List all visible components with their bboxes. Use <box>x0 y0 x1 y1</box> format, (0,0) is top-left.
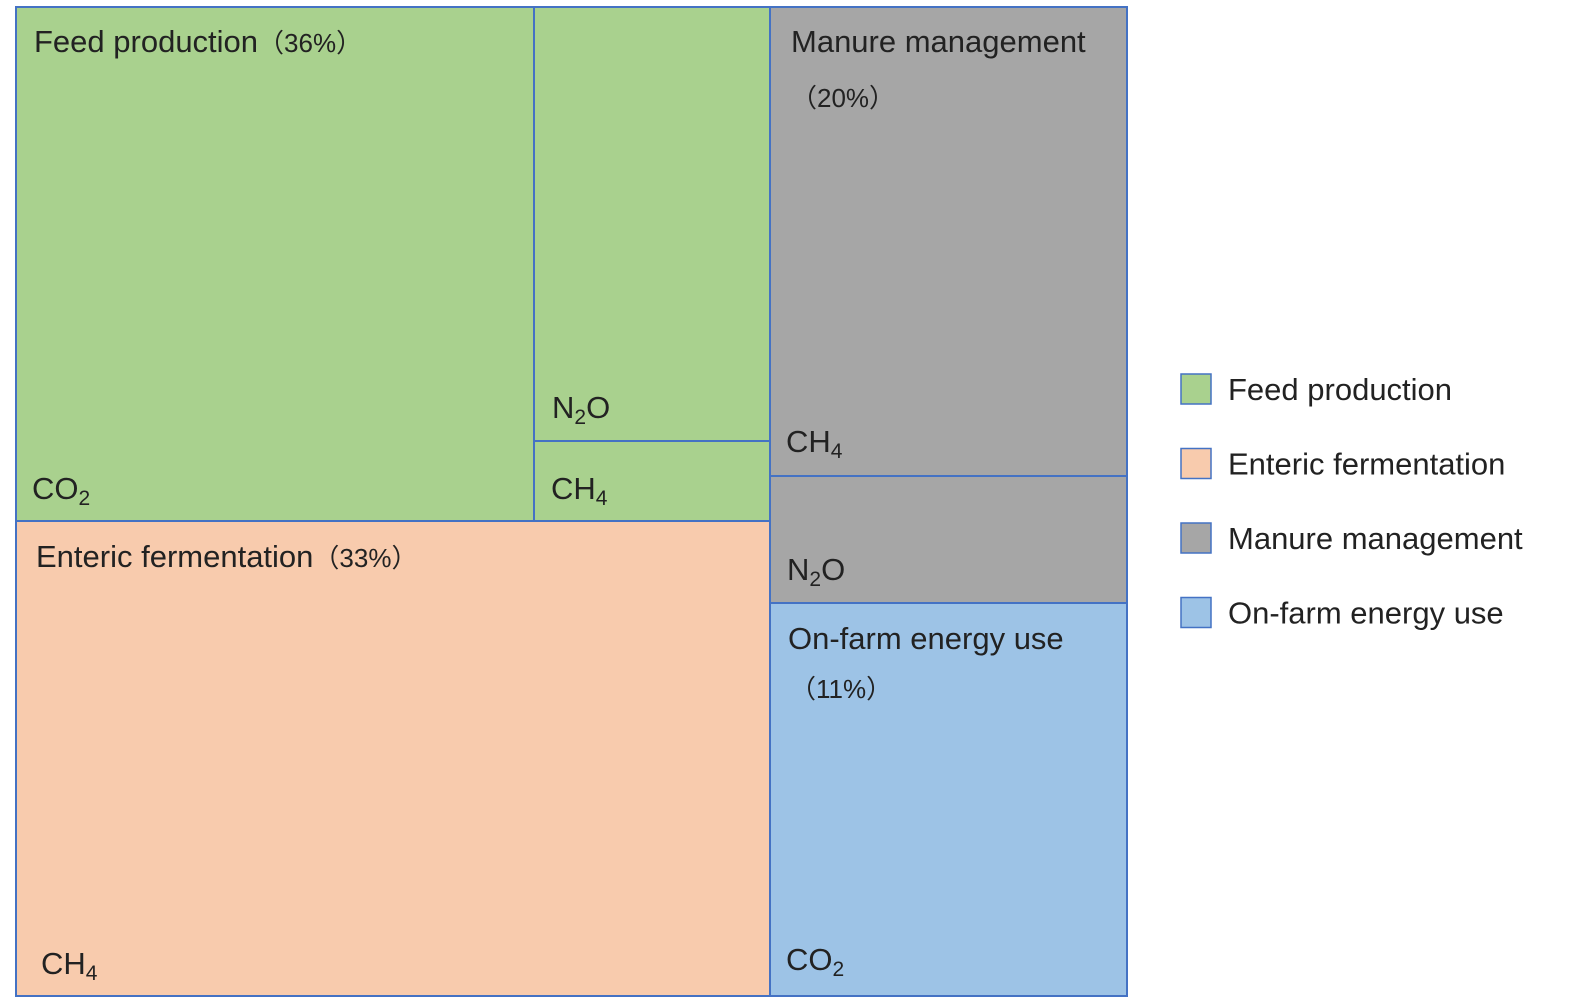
gas-label-feed-co2: CO2 <box>32 471 90 510</box>
treemap-labels: CO2 N2O CH4 CH4 CH4 N2O CO2 Feed production（36%… <box>32 24 1086 985</box>
tile-feed-n2o <box>533 6 771 442</box>
share-label-energy: （11%） <box>790 674 892 704</box>
gas-label-manure-ch4: CH4 <box>786 424 843 463</box>
legend: Feed production Enteric fermentation Manur… <box>1180 372 1523 631</box>
tile-manure-ch4 <box>769 6 1128 477</box>
gas-label-energy-co2: CO2 <box>786 942 844 981</box>
share-label-feed: （36%） <box>258 28 362 58</box>
legend-label-manure: Manure management <box>1228 521 1523 556</box>
tile-title-manure: Manure management <box>791 24 1086 59</box>
tile-enteric-ch4 <box>15 520 771 997</box>
gas-label-feed-ch4: CH4 <box>551 471 608 510</box>
legend-swatch-feed <box>1180 373 1212 405</box>
legend-label-feed: Feed production <box>1228 372 1452 407</box>
tile-title-feed: Feed production（36%） <box>34 24 362 59</box>
tile-energy-co2 <box>769 602 1128 997</box>
gas-label-manure-n2o: N2O <box>787 552 845 591</box>
share-label-manure: （20%） <box>791 83 895 113</box>
share-label-enteric: （33%） <box>313 543 417 573</box>
treemap-tiles <box>15 6 1128 997</box>
legend-label-enteric: Enteric fermentation <box>1228 447 1505 482</box>
tile-title-enteric: Enteric fermentation（33%） <box>36 539 417 574</box>
tile-manure-n2o <box>769 475 1128 604</box>
gas-label-enteric-ch4: CH4 <box>41 946 98 985</box>
legend-swatch-enteric <box>1180 447 1212 480</box>
tile-feed-co2 <box>15 6 535 522</box>
gas-label-feed-n2o: N2O <box>552 390 610 429</box>
tile-title-energy: On-farm energy use <box>788 621 1064 656</box>
legend-swatch-energy <box>1180 596 1212 629</box>
legend-swatch-manure <box>1180 522 1212 554</box>
legend-label-energy: On-farm energy use <box>1228 596 1504 631</box>
tile-feed-ch4 <box>533 440 771 522</box>
